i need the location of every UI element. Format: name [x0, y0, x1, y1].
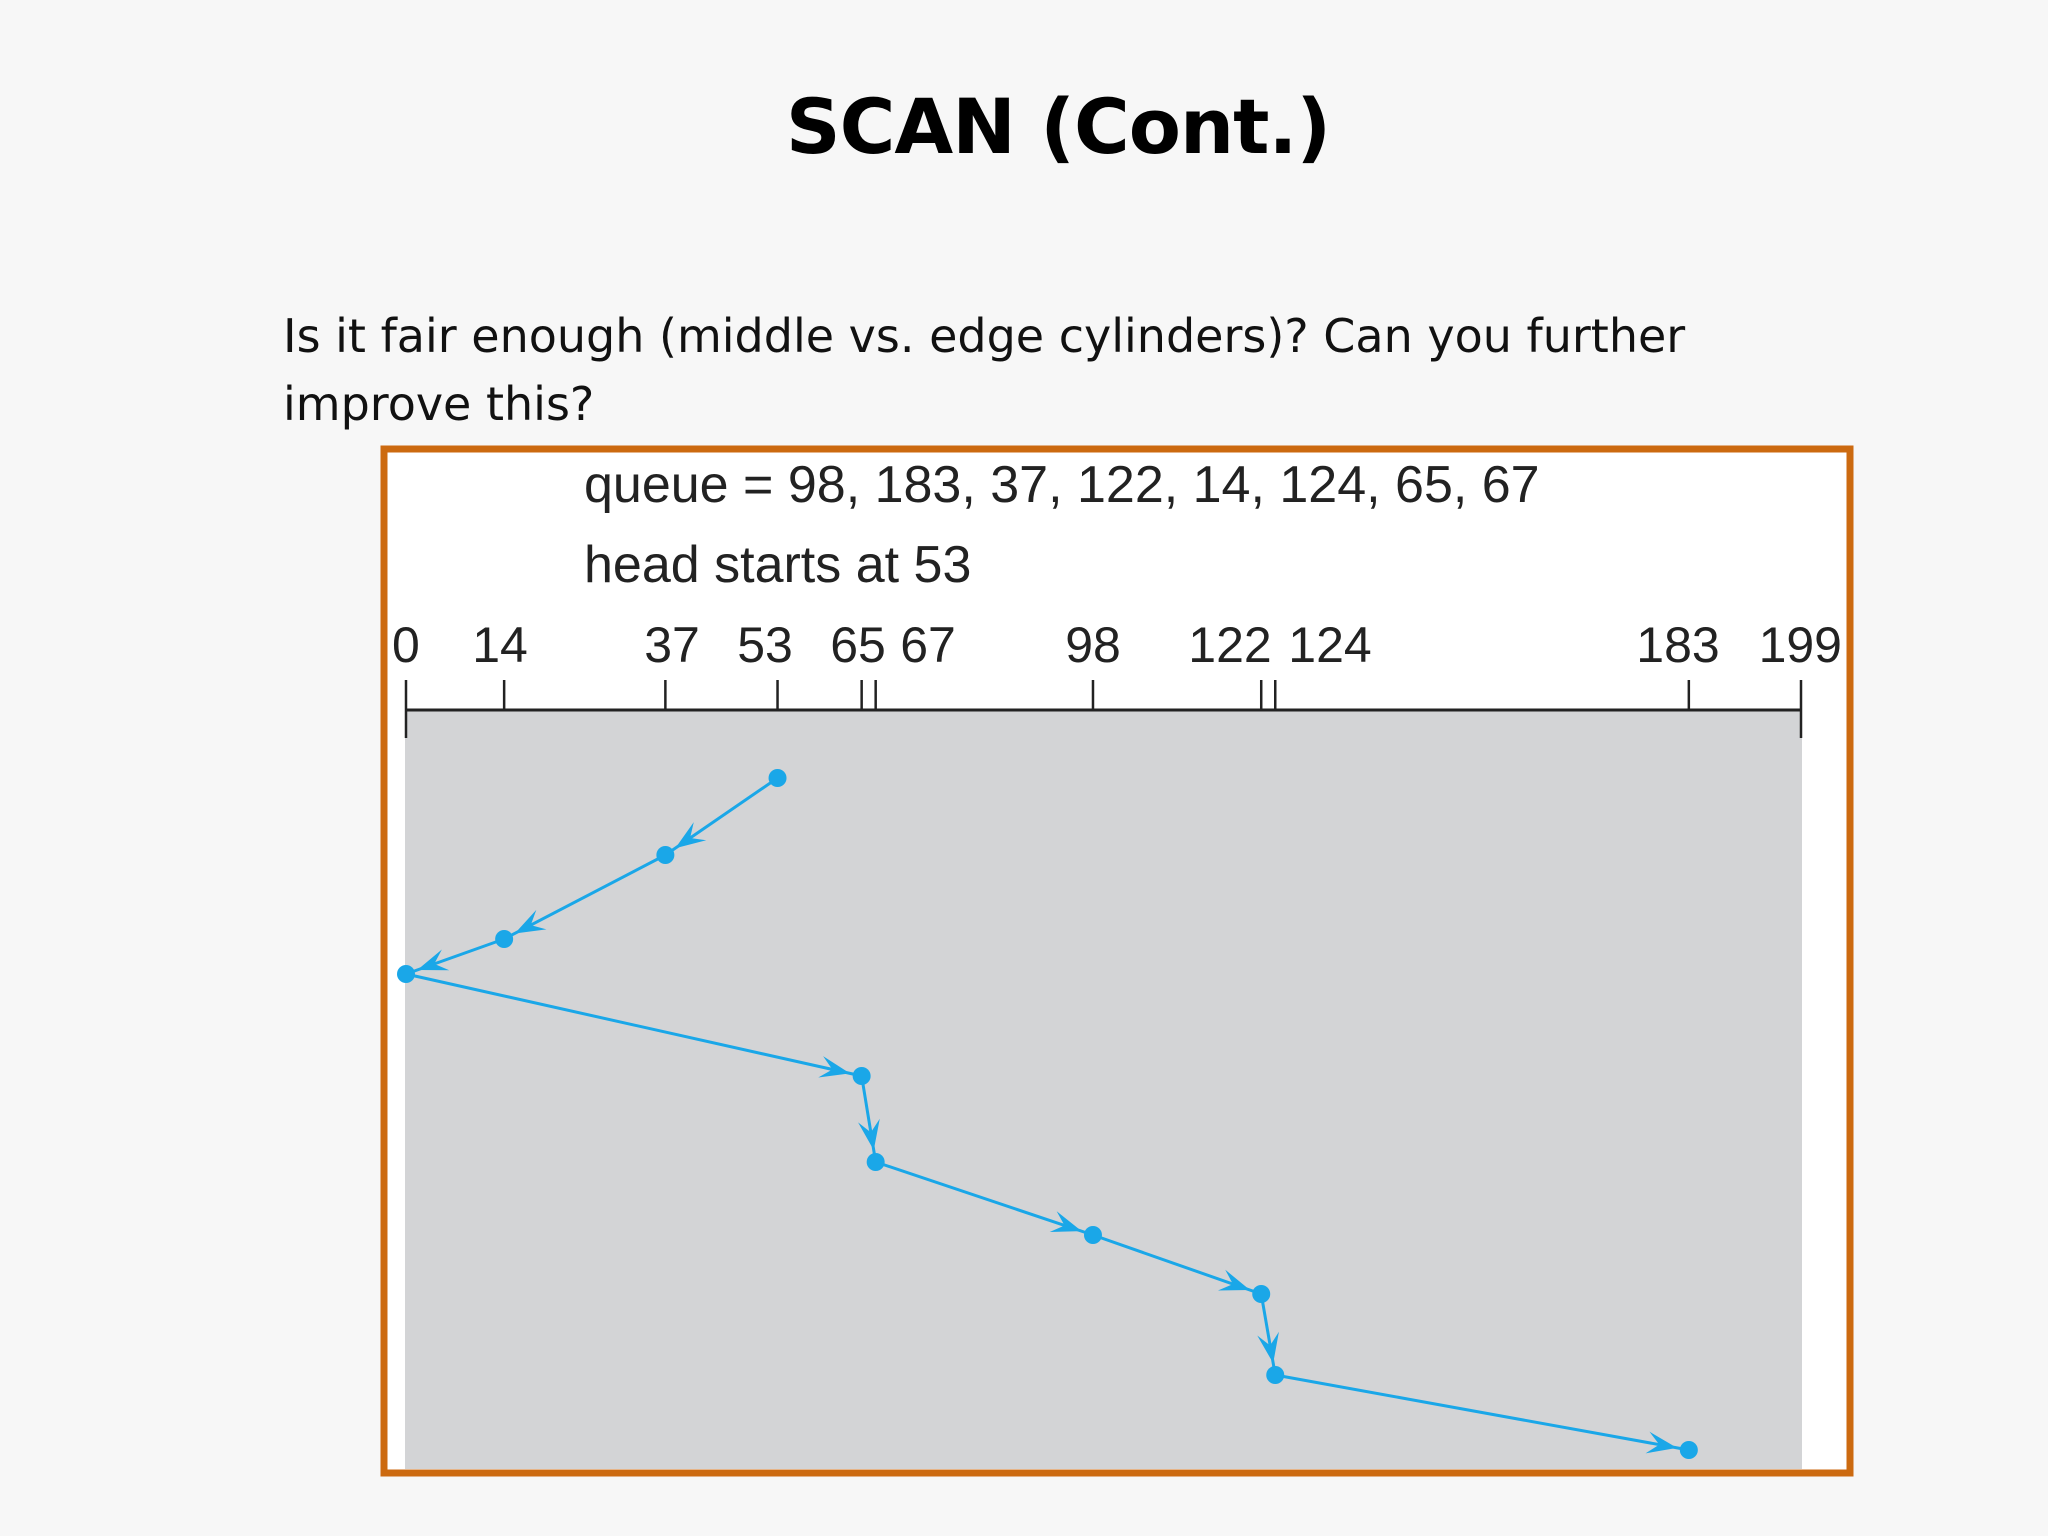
arrowhead [1645, 1431, 1678, 1454]
body-line-2: improve this? [283, 377, 595, 431]
slide-title: SCAN (Cont.) [785, 82, 1331, 171]
tick-label-37: 37 [644, 617, 700, 673]
arrowhead [1217, 1269, 1250, 1291]
arrowhead [675, 822, 707, 849]
request-point-14 [495, 930, 514, 948]
arrowhead [417, 949, 450, 971]
arrowhead [1049, 1211, 1082, 1233]
request-point-53 [768, 769, 787, 787]
tick-label-0: 0 [392, 617, 420, 673]
slide-body: Is it fair enough (middle vs. edge cylin… [283, 302, 1783, 438]
arrowhead [858, 1118, 880, 1151]
seek-segment [503, 853, 667, 941]
tick-label-98: 98 [1065, 617, 1121, 673]
tick-label-183: 183 [1636, 617, 1719, 673]
plot-area [405, 709, 1802, 1469]
tick-label-124: 124 [1288, 617, 1371, 673]
tick-label-53: 53 [737, 617, 793, 673]
request-point-37 [656, 846, 675, 864]
seek-segment [405, 972, 862, 1078]
request-point-183 [1679, 1441, 1698, 1459]
arrowhead [514, 909, 547, 934]
tick-label-122: 122 [1188, 617, 1271, 673]
tick-label-14: 14 [472, 617, 528, 673]
queue-text: queue = 98, 183, 37, 122, 14, 124, 65, 6… [584, 456, 1540, 514]
request-point-122 [1252, 1285, 1271, 1303]
request-point-98 [1083, 1226, 1102, 1244]
seek-segment [875, 1160, 1094, 1237]
head-text: head starts at 53 [584, 536, 971, 594]
request-point-65 [852, 1067, 871, 1085]
tick-label-67: 67 [900, 617, 956, 673]
body-line-1: Is it fair enough (middle vs. edge cylin… [283, 309, 1686, 363]
request-point-67 [866, 1153, 885, 1171]
tick-label-65: 65 [830, 617, 886, 673]
arrowhead [818, 1056, 850, 1078]
request-point-0 [397, 965, 415, 983]
seek-segment [1274, 1373, 1690, 1452]
tick-label-199: 199 [1759, 617, 1842, 673]
request-point-124 [1266, 1366, 1285, 1384]
arrowhead [1257, 1331, 1279, 1364]
